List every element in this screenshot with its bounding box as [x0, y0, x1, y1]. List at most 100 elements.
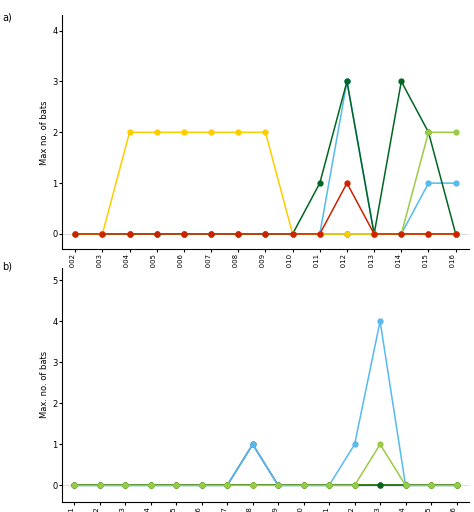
M2 Pipistrelle spp.	[100, 231, 105, 237]
M1 Brown long-eared	[454, 482, 459, 488]
M1 Brown long-eared	[127, 231, 132, 237]
M1 Lesser horseshoe	[250, 441, 255, 447]
M1 Common pipistrelle	[148, 482, 154, 488]
M2 Brown long-eared	[454, 482, 459, 488]
M2 Lesser horseshoe	[428, 482, 434, 488]
M2 Lesser horseshoe	[301, 482, 307, 488]
M1 Brown long-eared	[352, 441, 357, 447]
M1 Lesser horseshoe	[426, 231, 431, 237]
M2 Barbastelle	[181, 231, 187, 237]
M2 Brown long-eared	[236, 231, 241, 237]
M1 Brown long-eared	[236, 231, 241, 237]
M1 Lesser horseshoe	[224, 482, 230, 488]
M1 Brown long-eared	[73, 231, 78, 237]
M2 Lesser horseshoe	[454, 482, 459, 488]
M1 Common pipistrelle	[173, 482, 179, 488]
M1 Brown long-eared	[199, 482, 205, 488]
M2 Lesser horseshoe	[236, 231, 241, 237]
M2 Pipistrelle spp.	[127, 129, 132, 135]
M1 Lesser horseshoe	[326, 482, 332, 488]
M2 Brown long-eared	[199, 482, 205, 488]
M1 Common pipistrelle	[224, 482, 230, 488]
M2 Pipistrelle spp.	[236, 129, 241, 135]
M2 Pipistrelle spp.	[181, 129, 187, 135]
M2 Brown long-eared	[377, 441, 383, 447]
Line: M1 Common pipistrelle: M1 Common pipistrelle	[72, 483, 459, 488]
M2 Lesser horseshoe	[199, 482, 205, 488]
M2 Barbastelle	[317, 231, 323, 237]
M2 Lesser horseshoe	[97, 482, 103, 488]
M1 Brown long-eared	[154, 231, 160, 237]
M2 Lesser horseshoe	[224, 482, 230, 488]
M1 Lesser horseshoe	[263, 231, 268, 237]
M2 Brown long-eared	[263, 231, 268, 237]
M1 Lesser horseshoe	[290, 231, 295, 237]
M1 Lesser horseshoe	[208, 231, 214, 237]
M1 Brown long-eared	[181, 231, 187, 237]
Line: M2 Barbastelle: M2 Barbastelle	[73, 181, 458, 237]
M1 Brown long-eared	[72, 482, 77, 488]
M2 Lesser horseshoe	[317, 180, 323, 186]
M1 Lesser horseshoe	[371, 231, 377, 237]
M1 Lesser horseshoe	[199, 482, 205, 488]
M1 Common pipistrelle	[199, 482, 205, 488]
M2 Lesser horseshoe	[326, 482, 332, 488]
M1 Lesser horseshoe	[73, 231, 78, 237]
M2 Lesser horseshoe	[122, 482, 128, 488]
M2 Lesser horseshoe	[290, 231, 295, 237]
M2 Lesser horseshoe	[73, 231, 78, 237]
M1 Brown long-eared	[403, 482, 409, 488]
M2 Brown long-eared	[352, 482, 357, 488]
M1 Brown long-eared	[426, 180, 431, 186]
M2 Brown long-eared	[72, 482, 77, 488]
M1 Lesser horseshoe	[453, 231, 458, 237]
M1 Lesser horseshoe	[127, 231, 132, 237]
M1 Lesser horseshoe	[100, 231, 105, 237]
M2 Lesser horseshoe	[127, 231, 132, 237]
M2 Barbastelle	[453, 231, 458, 237]
Legend: M1 Lesser horseshoe, M1 Brown long-eared, M2 Lesser horseshoe, M2 Brown long-ear: M1 Lesser horseshoe, M1 Brown long-eared…	[136, 388, 395, 409]
M2 Barbastelle	[208, 231, 214, 237]
M2 Barbastelle	[399, 231, 404, 237]
M2 Pipistrelle spp.	[371, 231, 377, 237]
M1 Common pipistrelle	[275, 482, 281, 488]
M2 Lesser horseshoe	[403, 482, 409, 488]
M2 Brown long-eared	[127, 231, 132, 237]
M2 Barbastelle	[344, 180, 350, 186]
M2 Lesser horseshoe	[208, 231, 214, 237]
M2 Lesser horseshoe	[426, 129, 431, 135]
X-axis label: Winter (October - March): Winter (October - March)	[209, 316, 322, 326]
M1 Common pipistrelle	[352, 482, 357, 488]
M2 Brown long-eared	[122, 482, 128, 488]
Line: M2 Lesser horseshoe: M2 Lesser horseshoe	[72, 483, 459, 488]
M1 Common pipistrelle	[428, 482, 434, 488]
M1 Lesser horseshoe	[399, 231, 404, 237]
M1 Lesser horseshoe	[236, 231, 241, 237]
Line: M1 Lesser horseshoe: M1 Lesser horseshoe	[73, 231, 458, 237]
M2 Brown long-eared	[371, 231, 377, 237]
Line: M2 Brown long-eared: M2 Brown long-eared	[72, 442, 459, 488]
M1 Lesser horseshoe	[122, 482, 128, 488]
M2 Lesser horseshoe	[453, 231, 458, 237]
M1 Lesser horseshoe	[97, 482, 103, 488]
M2 Pipistrelle spp.	[317, 231, 323, 237]
M2 Barbastelle	[426, 231, 431, 237]
M2 Lesser horseshoe	[154, 231, 160, 237]
M2 Lesser horseshoe	[275, 482, 281, 488]
M2 Lesser horseshoe	[72, 482, 77, 488]
M1 Brown long-eared	[371, 231, 377, 237]
Line: M1 Lesser horseshoe: M1 Lesser horseshoe	[72, 442, 459, 488]
Y-axis label: Max no. of bats: Max no. of bats	[40, 100, 49, 164]
M2 Brown long-eared	[426, 129, 431, 135]
Text: b): b)	[2, 261, 12, 271]
M1 Brown long-eared	[224, 482, 230, 488]
M2 Barbastelle	[290, 231, 295, 237]
M1 Brown long-eared	[173, 482, 179, 488]
M1 Brown long-eared	[275, 482, 281, 488]
M1 Brown long-eared	[122, 482, 128, 488]
M1 Brown long-eared	[326, 482, 332, 488]
M1 Common pipistrelle	[454, 482, 459, 488]
M1 Lesser horseshoe	[181, 231, 187, 237]
M2 Brown long-eared	[275, 482, 281, 488]
M2 Pipistrelle spp.	[426, 231, 431, 237]
